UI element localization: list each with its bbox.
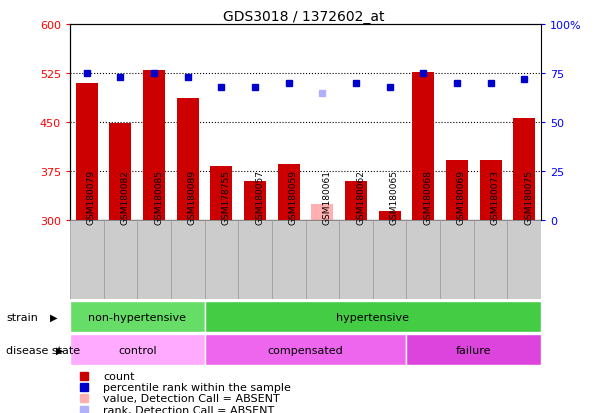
Bar bbox=[412, 73, 434, 221]
Bar bbox=[76, 83, 98, 221]
Text: failure: failure bbox=[456, 345, 491, 355]
FancyBboxPatch shape bbox=[70, 301, 204, 332]
Bar bbox=[311, 204, 333, 221]
Text: GDS3018 / 1372602_at: GDS3018 / 1372602_at bbox=[223, 10, 385, 24]
FancyBboxPatch shape bbox=[407, 221, 440, 299]
Text: GSM180073: GSM180073 bbox=[491, 170, 500, 225]
FancyBboxPatch shape bbox=[137, 221, 171, 299]
Text: strain: strain bbox=[6, 312, 38, 322]
FancyBboxPatch shape bbox=[171, 221, 204, 299]
Text: GSM180089: GSM180089 bbox=[188, 170, 197, 225]
FancyBboxPatch shape bbox=[305, 221, 339, 299]
Text: count: count bbox=[103, 371, 134, 381]
Bar bbox=[379, 211, 401, 221]
Text: rank, Detection Call = ABSENT: rank, Detection Call = ABSENT bbox=[103, 405, 274, 413]
FancyBboxPatch shape bbox=[204, 335, 407, 366]
Text: GSM180065: GSM180065 bbox=[390, 170, 399, 225]
Bar bbox=[210, 167, 232, 221]
Text: GSM180085: GSM180085 bbox=[154, 170, 163, 225]
Bar bbox=[446, 160, 468, 221]
Text: GSM180079: GSM180079 bbox=[87, 170, 95, 225]
Text: GSM180061: GSM180061 bbox=[322, 170, 331, 225]
FancyBboxPatch shape bbox=[440, 221, 474, 299]
Text: control: control bbox=[118, 345, 156, 355]
Text: percentile rank within the sample: percentile rank within the sample bbox=[103, 382, 291, 392]
Bar bbox=[143, 71, 165, 221]
FancyBboxPatch shape bbox=[474, 221, 508, 299]
Text: ▶: ▶ bbox=[50, 312, 57, 322]
Text: GSM180057: GSM180057 bbox=[255, 170, 264, 225]
Text: non-hypertensive: non-hypertensive bbox=[88, 312, 186, 322]
FancyBboxPatch shape bbox=[407, 335, 541, 366]
Text: GSM180068: GSM180068 bbox=[423, 170, 432, 225]
FancyBboxPatch shape bbox=[508, 221, 541, 299]
Text: ▶: ▶ bbox=[56, 345, 63, 355]
FancyBboxPatch shape bbox=[339, 221, 373, 299]
Text: compensated: compensated bbox=[268, 345, 344, 355]
Bar bbox=[480, 161, 502, 221]
Text: GSM180059: GSM180059 bbox=[289, 170, 298, 225]
Text: GSM180082: GSM180082 bbox=[120, 170, 130, 225]
Bar bbox=[177, 99, 199, 221]
Text: hypertensive: hypertensive bbox=[336, 312, 409, 322]
Bar bbox=[345, 182, 367, 221]
Bar bbox=[109, 124, 131, 221]
FancyBboxPatch shape bbox=[70, 221, 103, 299]
FancyBboxPatch shape bbox=[204, 221, 238, 299]
Bar bbox=[513, 118, 535, 221]
Text: disease state: disease state bbox=[6, 345, 80, 355]
Text: GSM178755: GSM178755 bbox=[221, 170, 230, 225]
Text: value, Detection Call = ABSENT: value, Detection Call = ABSENT bbox=[103, 394, 280, 404]
FancyBboxPatch shape bbox=[238, 221, 272, 299]
FancyBboxPatch shape bbox=[272, 221, 305, 299]
Text: GSM180075: GSM180075 bbox=[524, 170, 533, 225]
FancyBboxPatch shape bbox=[204, 301, 541, 332]
Bar bbox=[278, 165, 300, 221]
FancyBboxPatch shape bbox=[103, 221, 137, 299]
Text: GSM180069: GSM180069 bbox=[457, 170, 466, 225]
FancyBboxPatch shape bbox=[373, 221, 407, 299]
FancyBboxPatch shape bbox=[70, 335, 204, 366]
Bar bbox=[244, 182, 266, 221]
Text: GSM180062: GSM180062 bbox=[356, 170, 365, 225]
